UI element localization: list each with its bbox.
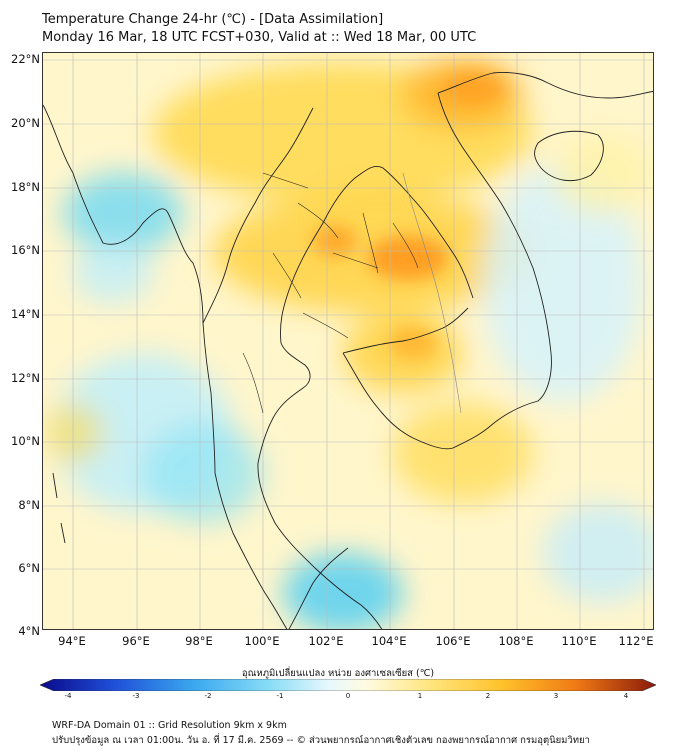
- lat-label: 20°N: [11, 116, 40, 130]
- lat-label: 14°N: [11, 307, 40, 321]
- colorbar-tick: -1: [276, 692, 284, 700]
- temperature-field: [43, 58, 653, 629]
- colorbar-tick: -4: [64, 692, 72, 700]
- coastlines-and-borders: [43, 72, 653, 629]
- lat-label: 10°N: [11, 434, 40, 448]
- andaman-islands: [52, 472, 66, 544]
- colorbar-tick: 3: [553, 692, 559, 700]
- thailand-west-coast: [214, 472, 288, 629]
- lon-label: 108°E: [498, 634, 534, 648]
- colorbar-tick: 2: [485, 692, 491, 700]
- lon-label: 106°E: [435, 634, 471, 648]
- lon-label: 112°E: [618, 634, 654, 648]
- myanmar-coast: [43, 104, 216, 474]
- colorbar-tick: 1: [417, 692, 423, 700]
- rivers: [402, 172, 462, 414]
- colorbar: [40, 679, 656, 691]
- warm-core-areas: [313, 72, 503, 359]
- thai-cambodia-border: [342, 307, 469, 354]
- lat-label: 22°N: [11, 52, 40, 66]
- lat-label: 6°N: [18, 561, 40, 575]
- china-coast: [437, 72, 653, 99]
- temperature-change-map: [42, 52, 654, 630]
- lat-label: 8°N: [18, 498, 40, 512]
- colorbar-tick: -3: [132, 692, 140, 700]
- map-canvas: [43, 53, 653, 629]
- colorbar-tick: 0: [345, 692, 351, 700]
- colorbar-tick: 4: [623, 692, 629, 700]
- thailand-gulf-coast: [257, 292, 383, 629]
- lon-label: 94°E: [58, 634, 86, 648]
- lon-label: 98°E: [185, 634, 213, 648]
- lon-label: 102°E: [308, 634, 344, 648]
- myanmar-thai-border: [202, 107, 314, 324]
- graticule: [43, 53, 653, 629]
- hainan-island: [534, 130, 604, 182]
- colorbar-ramp: [40, 679, 656, 691]
- footer-model-info: WRF-DA Domain 01 :: Grid Resolution 9km …: [52, 720, 287, 731]
- lon-label: 96°E: [122, 634, 150, 648]
- provincial-lines: [242, 172, 419, 414]
- colorbar-tick: -2: [204, 692, 212, 700]
- laos-border: [287, 166, 474, 299]
- map-title: Temperature Change 24-hr (℃) - [Data Ass…: [42, 12, 384, 27]
- lat-label: 16°N: [11, 243, 40, 257]
- map-subtitle: Monday 16 Mar, 18 UTC FCST+030, Valid at…: [42, 30, 477, 45]
- cambodia-vietnam-coast: [342, 92, 552, 450]
- footer-credit: ปรับปรุงข้อมูล ณ เวลา 01:00น. วัน อ. ที่…: [52, 735, 590, 746]
- lat-label: 4°N: [18, 624, 40, 638]
- lat-label: 18°N: [11, 180, 40, 194]
- lon-label: 104°E: [371, 634, 407, 648]
- lat-label: 12°N: [11, 371, 40, 385]
- lon-label: 110°E: [561, 634, 597, 648]
- colorbar-title: อุณหภูมิเปลี่ยนแปลง หน่วย องศาเซลเซียส (…: [241, 668, 435, 679]
- lon-label: 100°E: [244, 634, 280, 648]
- malaysia-coast: [288, 547, 349, 629]
